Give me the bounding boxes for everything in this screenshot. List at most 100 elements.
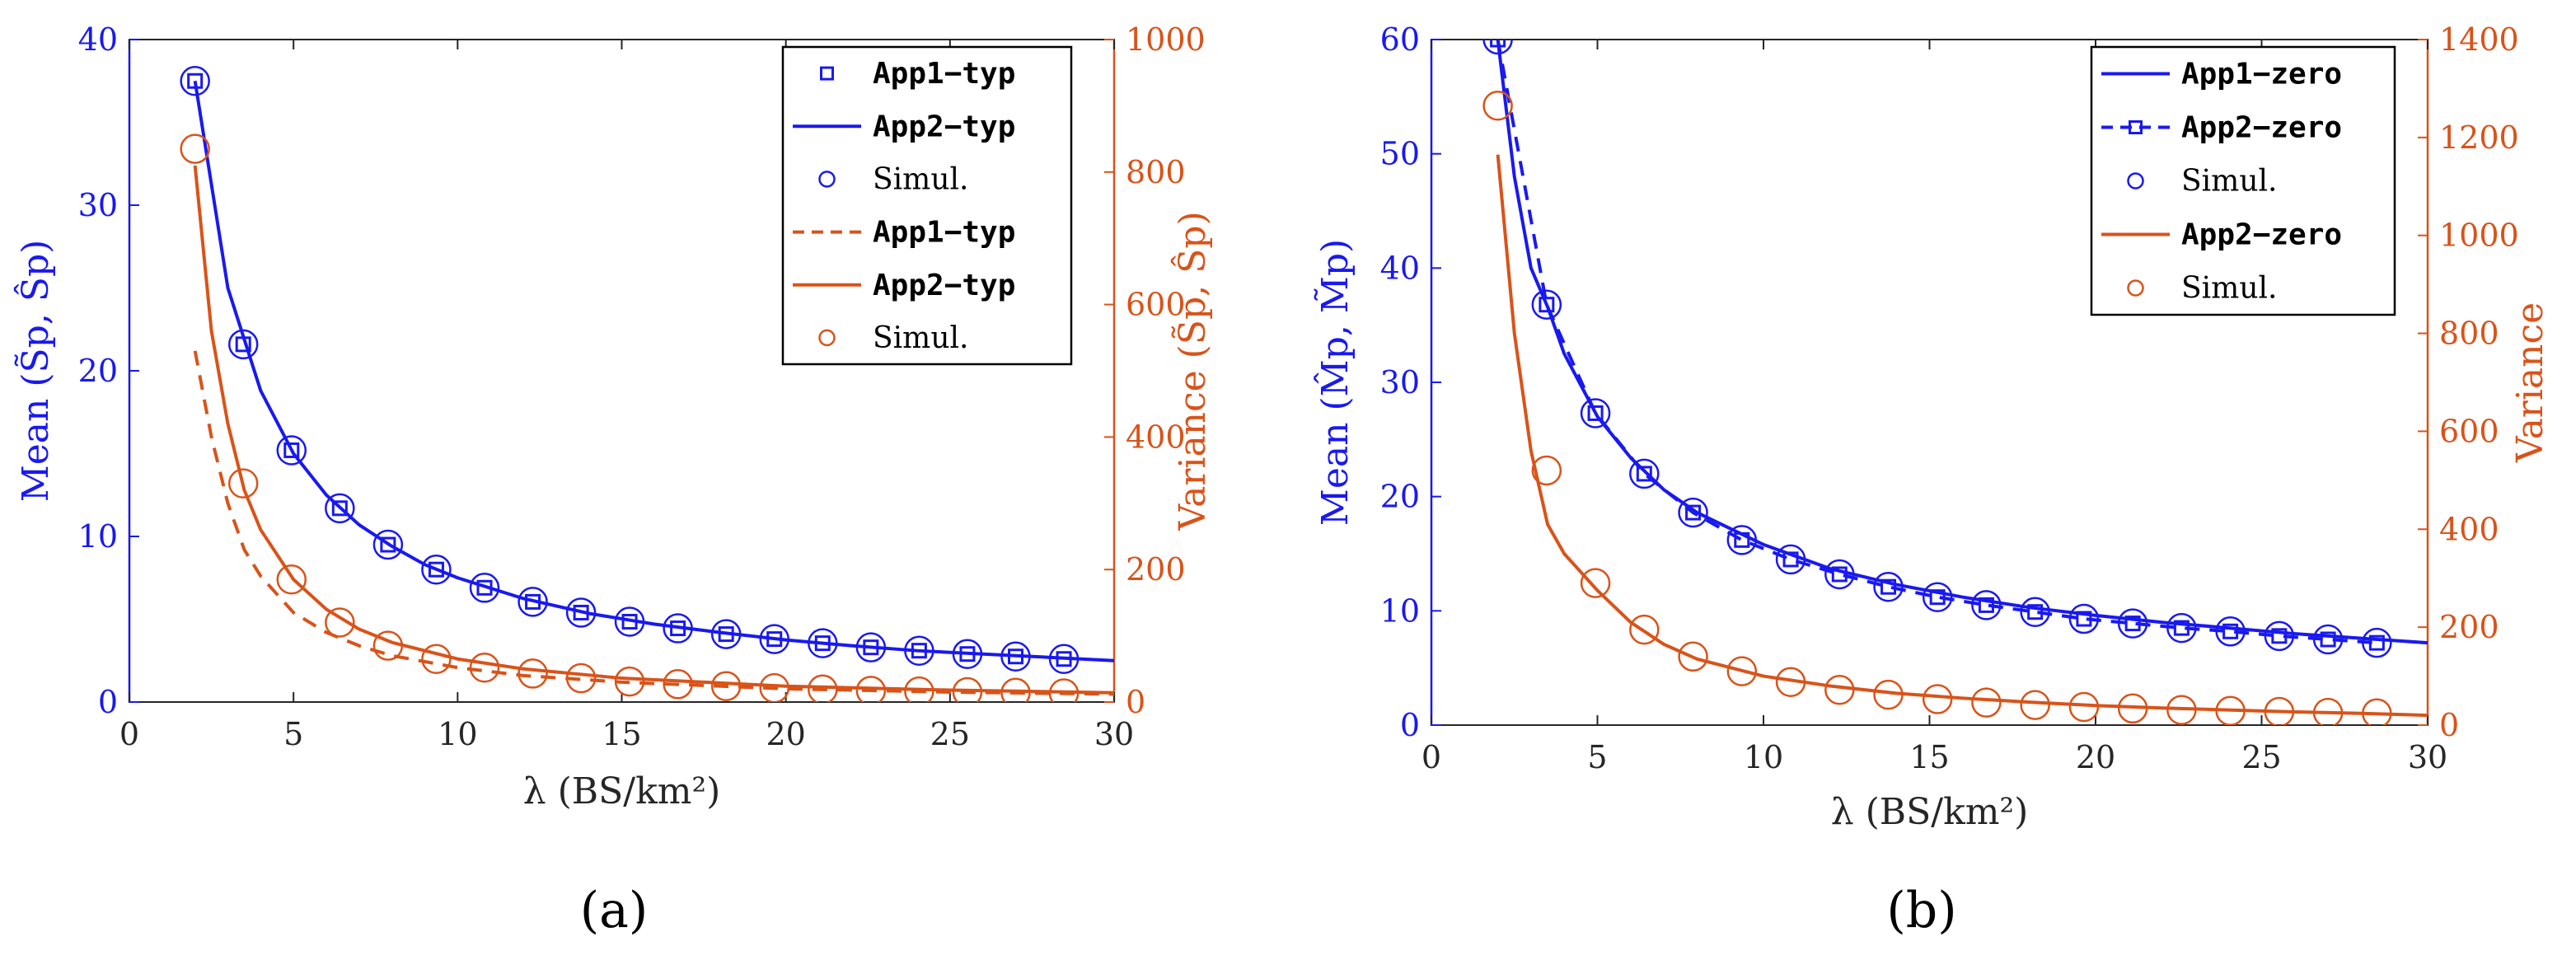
data-point-circle	[759, 672, 789, 702]
data-point-circle	[1531, 289, 1562, 320]
legend-label: Simul.	[2181, 165, 2277, 199]
y-right-tick-label: 1000	[2439, 218, 2519, 254]
legend-circle-swatch	[2127, 172, 2144, 190]
legend-item: App1−zero	[2101, 58, 2342, 91]
y-left-axis-label: Mean (M̂p, M̃p)	[1313, 239, 1356, 526]
data-point-square	[2076, 611, 2092, 627]
data-point-square	[1587, 405, 1604, 421]
series-4	[1482, 90, 2392, 725]
legend-label: Simul.	[873, 162, 968, 196]
x-tick-label: 20	[766, 716, 805, 752]
series-4	[193, 165, 1114, 695]
x-tick-label: 30	[2408, 739, 2447, 775]
data-point-circle	[952, 639, 983, 669]
data-point-square	[1636, 466, 1652, 482]
data-point-circle	[1048, 644, 1080, 674]
data-point-circle	[2215, 616, 2246, 647]
data-point-circle	[1678, 497, 1708, 528]
chart-b: 0 5 10 15 20 25 300102030405060020040060080010…	[1313, 21, 2551, 939]
legend: App1−typ App2−typ Simul. App1−typ App2−typ Si…	[781, 45, 1073, 366]
plot-area	[180, 66, 1114, 702]
data-point-circle	[2264, 620, 2295, 652]
series-line	[193, 165, 1114, 695]
y-left-tick-label: 40	[78, 21, 118, 58]
data-point-circle	[180, 66, 210, 96]
legend-label: Simul.	[2181, 272, 2277, 306]
y-left-tick-label: 20	[1380, 479, 1420, 515]
y-left-tick-label: 30	[1380, 364, 1420, 400]
y-left-tick-label: 0	[98, 684, 118, 720]
data-point-circle	[565, 662, 597, 694]
data-point-circle	[2020, 690, 2050, 720]
legend-item: App2−typ	[793, 110, 1015, 143]
data-point-square	[428, 561, 444, 578]
y-left-tick-label: 10	[1380, 592, 1420, 629]
legend-item: App2−zero	[2101, 111, 2342, 145]
series-5	[180, 133, 1080, 702]
y-right-tick-label: 1000	[1126, 21, 1206, 58]
legend-label: App2−typ	[873, 110, 1015, 143]
panel-label: (a)	[580, 882, 649, 939]
legend-item: Simul.	[818, 162, 968, 196]
data-point-circle	[904, 676, 934, 702]
legend-square-swatch	[820, 66, 834, 81]
legend-label: App2−zero	[2181, 111, 2342, 145]
x-axis-label: λ (BS/km²)	[523, 770, 721, 812]
data-point-circle	[2264, 696, 2295, 725]
series-1	[1490, 40, 2385, 651]
data-point-circle	[614, 606, 645, 637]
data-point-circle	[1824, 674, 1855, 705]
series-1	[193, 80, 1114, 662]
legend-label: App1−typ	[873, 216, 1015, 250]
y-left-tick-label: 60	[1380, 21, 1420, 58]
y-right-axis-label: Variance	[2509, 302, 2551, 463]
y-left-tick-label: 50	[1380, 136, 1420, 172]
data-point-circle	[2166, 612, 2197, 644]
legend-item: App2−typ	[793, 269, 1015, 302]
data-point-circle	[2362, 698, 2392, 725]
data-point-square	[2320, 631, 2336, 648]
data-point-circle	[1629, 614, 1660, 645]
data-point-circle	[663, 669, 693, 700]
x-tick-label: 25	[2241, 739, 2281, 775]
data-point-square	[1978, 597, 1994, 613]
legend-circle-swatch	[2127, 279, 2144, 297]
data-point-circle	[180, 133, 210, 164]
data-point-circle	[1726, 656, 1758, 686]
data-point-circle	[1482, 90, 1513, 121]
data-point-square	[1929, 589, 1946, 606]
data-point-circle	[663, 613, 693, 644]
legend-item: App1−typ	[820, 57, 1015, 91]
y-left-tick-label: 40	[1380, 250, 1420, 286]
data-point-circle	[1971, 590, 2002, 620]
y-left-tick-label: 10	[78, 518, 118, 555]
y-right-tick-label: 800	[2439, 316, 2499, 352]
data-point-circle	[1971, 687, 2002, 718]
series-line	[193, 80, 1114, 662]
data-point-circle	[1922, 582, 1953, 612]
data-point-circle	[1000, 677, 1031, 702]
legend-square-swatch	[2129, 120, 2143, 134]
legend-box	[781, 45, 1073, 366]
data-point-circle	[1873, 571, 1904, 602]
data-point-circle	[2312, 697, 2344, 725]
chart-a: 0 5 10 15 20 25 3001020304002004006008001000λ …	[13, 21, 1214, 939]
x-tick-label: 0	[1421, 739, 1441, 775]
data-point-circle	[1580, 398, 1611, 428]
series-3	[193, 350, 1114, 696]
data-point-circle	[2362, 627, 2392, 658]
x-tick-label: 25	[930, 716, 970, 752]
data-point-circle	[1482, 40, 1513, 55]
data-point-circle	[1922, 684, 1953, 714]
data-point-circle	[1873, 679, 1904, 710]
panel-label: (b)	[1886, 882, 1956, 939]
data-point-circle	[325, 607, 355, 638]
data-point-square	[1734, 531, 1750, 548]
data-point-circle	[1000, 641, 1031, 672]
y-left-tick-label: 20	[78, 353, 118, 389]
data-point-circle	[1678, 641, 1708, 672]
data-point-circle	[2068, 691, 2100, 723]
data-point-circle	[421, 554, 452, 585]
data-point-square	[1880, 578, 1897, 595]
x-tick-label: 15	[602, 716, 641, 752]
